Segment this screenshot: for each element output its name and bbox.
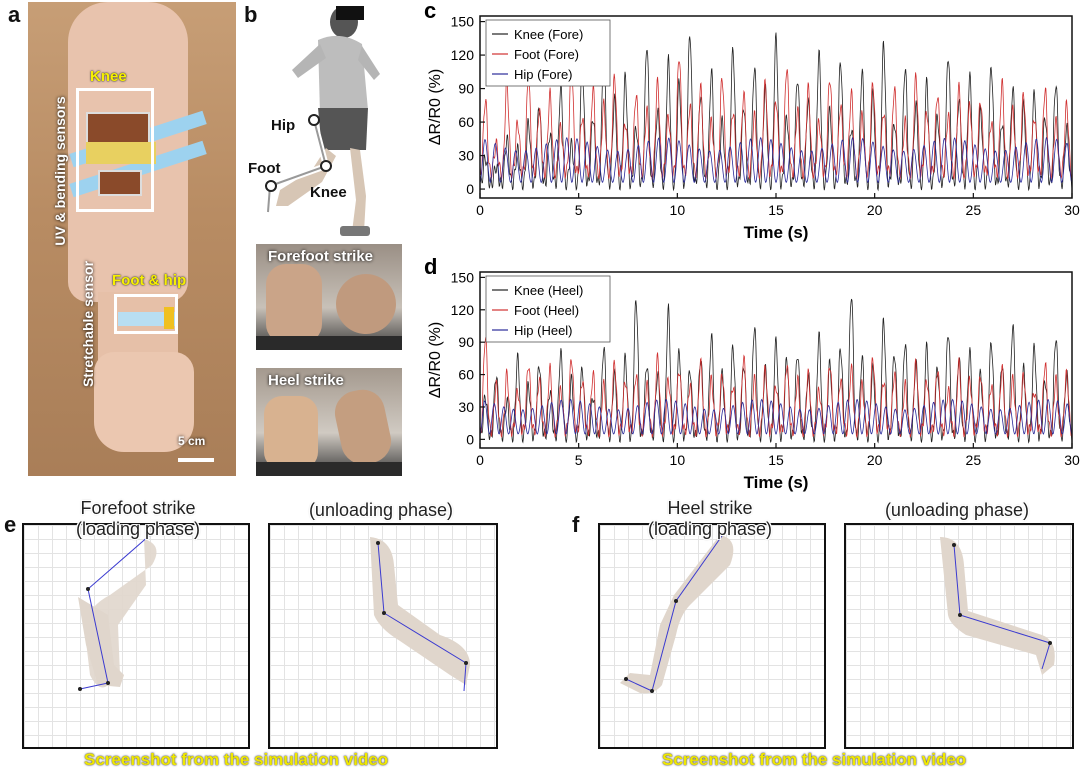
y-tick-label: 0 xyxy=(466,431,474,447)
x-tick-label: 20 xyxy=(867,452,883,468)
y-tick-label: 120 xyxy=(451,302,475,318)
sim-f-left-title: Heel strike (loading phase) xyxy=(612,498,808,540)
sim-e-left-title-line2: (loading phase) xyxy=(75,519,201,539)
forefoot-strike-label: Forefoot strike xyxy=(268,248,374,265)
x-tick-label: 10 xyxy=(670,452,686,468)
legend-box xyxy=(485,275,611,343)
series-line-1 xyxy=(480,61,1072,181)
x-tick-label: 15 xyxy=(768,452,784,468)
y-tick-label: 150 xyxy=(451,14,475,30)
x-axis-label: Time (s) xyxy=(744,473,809,492)
legend-label-1: Foot (Fore) xyxy=(514,47,579,62)
panel-f-letter: f xyxy=(572,512,580,537)
foot-hip-sensor-box xyxy=(114,294,178,334)
chart-d: 0 5 10 15 20 25 30 0 30 60 90 120 150 Time (s) ΔR/R0 (… xyxy=(424,256,1080,492)
panel-letter-c: c xyxy=(424,0,436,23)
sim-e-left-title-line1: Forefoot strike xyxy=(80,498,196,518)
series-line-1 xyxy=(480,336,1072,439)
x-tick-label: 5 xyxy=(575,452,583,468)
foot-label: Foot xyxy=(248,160,281,177)
knee-joint-label: Knee xyxy=(310,184,347,201)
sim-forefoot-unloading xyxy=(268,523,498,749)
y-tick-label: 30 xyxy=(458,399,474,415)
x-tick-label: 20 xyxy=(867,202,883,218)
y-tick-label: 120 xyxy=(451,47,475,63)
knee-label: Knee xyxy=(90,68,127,85)
x-tick-label: 25 xyxy=(966,202,982,218)
panel-a-letter: a xyxy=(8,2,21,27)
y-tick-label: 60 xyxy=(458,114,474,130)
legend-label-0: Knee (Fore) xyxy=(514,27,583,42)
leg-model-heel-loading xyxy=(620,532,734,694)
leg-model-forefoot-unloading xyxy=(370,537,470,692)
x-tick-label: 5 xyxy=(575,202,583,218)
x-tick-label: 0 xyxy=(476,452,484,468)
legend-label-2: Hip (Heel) xyxy=(514,323,573,338)
x-tick-label: 15 xyxy=(768,202,784,218)
leg-model-forefoot-loading xyxy=(78,534,157,691)
hip-label: Hip xyxy=(271,117,296,134)
uv-bending-label: UV & bending sensors xyxy=(52,96,68,246)
y-tick-label: 90 xyxy=(458,334,474,350)
sim-f-right-title: (unloading phase) xyxy=(884,500,1030,520)
scale-bar xyxy=(178,458,214,462)
y-tick-label: 90 xyxy=(458,81,474,97)
x-tick-label: 30 xyxy=(1064,452,1080,468)
forefoot-strike-photo xyxy=(256,244,402,350)
legend-label-2: Hip (Fore) xyxy=(514,67,573,82)
heel-strike-label: Heel strike xyxy=(268,372,344,389)
y-tick-label: 0 xyxy=(466,181,474,197)
sim-e-caption: Screenshot from the simulation video xyxy=(84,750,389,769)
sim-forefoot-loading xyxy=(22,523,250,749)
sim-f-left-title-line1: Heel strike xyxy=(667,498,753,518)
x-tick-label: 30 xyxy=(1064,202,1080,218)
y-axis-label: ΔR/R0 (%) xyxy=(427,322,444,398)
x-tick-label: 10 xyxy=(670,202,686,218)
sim-heel-unloading xyxy=(844,523,1074,749)
panel-letter-d: d xyxy=(424,256,437,279)
sim-f-caption: Screenshot from the simulation video xyxy=(662,750,967,769)
foot-hip-label: Foot & hip xyxy=(112,272,187,289)
y-tick-label: 30 xyxy=(458,148,474,164)
legend-label-0: Knee (Heel) xyxy=(514,283,583,298)
panel-e-letter: e xyxy=(4,512,17,537)
legend-label-1: Foot (Heel) xyxy=(514,303,579,318)
sim-f-left-title-line2: (loading phase) xyxy=(647,519,773,539)
leg-sensor-photo: Knee UV & bending sensors Stretchable se… xyxy=(28,2,236,476)
scale-label: 5 cm xyxy=(178,434,206,448)
leg-model-heel-unloading xyxy=(940,537,1055,675)
stretchable-sensor-label: Stretchable sensor xyxy=(80,260,96,388)
series-line-2 xyxy=(480,136,1072,184)
y-tick-label: 60 xyxy=(458,367,474,383)
knee-sensor-box xyxy=(76,88,154,212)
y-axis-label: ΔR/R0 (%) xyxy=(427,69,444,145)
x-axis-label: Time (s) xyxy=(744,223,809,242)
y-tick-label: 150 xyxy=(451,269,475,285)
runner-skeleton-figure xyxy=(265,6,380,236)
x-tick-label: 0 xyxy=(476,202,484,218)
heel-strike-photo xyxy=(256,368,402,476)
legend-box xyxy=(485,19,611,87)
series-line-2 xyxy=(480,398,1072,435)
sim-heel-loading xyxy=(598,523,826,749)
chart-c: 0 5 10 15 20 25 30 0 30 60 90 120 150 Time (s) ΔR/R0 (… xyxy=(424,0,1080,242)
panel-b-letter: b xyxy=(244,2,258,27)
x-tick-label: 25 xyxy=(966,452,982,468)
sim-e-right-title: (unloading phase) xyxy=(308,500,454,520)
sim-e-left-title: Forefoot strike (loading phase) xyxy=(40,498,236,540)
